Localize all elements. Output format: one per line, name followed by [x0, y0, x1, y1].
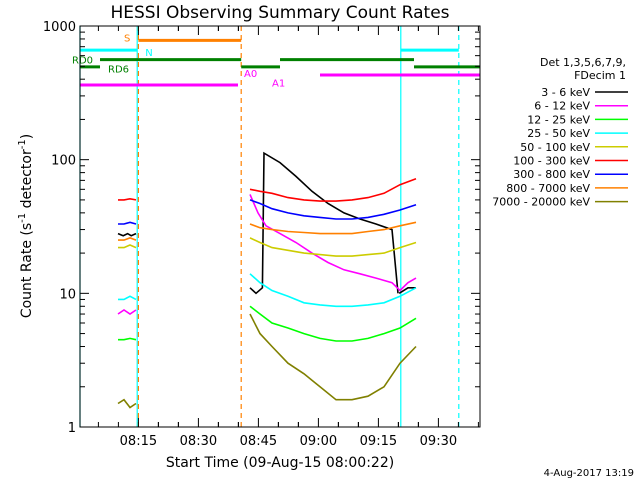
legend-header-2: FDecim 1 — [574, 69, 626, 82]
series-line-3-1 — [249, 273, 417, 308]
flag-label-rd0: RD0 — [72, 56, 93, 67]
series-line-4-1 — [249, 237, 417, 257]
x-tick-label-5: 09:30 — [420, 434, 457, 449]
y-axis-label: Count Rate (s-1 detector-1) — [17, 134, 35, 318]
series-line-8-1 — [249, 313, 417, 401]
series-line-8-0 — [117, 398, 137, 409]
y-tick-label-0: 1 — [68, 421, 76, 436]
flag-label-a0: A0 — [244, 69, 257, 80]
series-line-1-1 — [249, 194, 417, 292]
flag-label-s: S — [124, 34, 130, 45]
series-line-7-0 — [118, 237, 137, 241]
series-line-5-1 — [249, 177, 417, 202]
series-line-4-0 — [118, 244, 137, 249]
y-label-sup1: -1 — [17, 213, 28, 223]
y-tick-label-3: 1000 — [43, 20, 76, 35]
series-line-0-0 — [117, 232, 137, 237]
legend-label-2: 12 - 25 keV — [527, 113, 590, 126]
series-line-7-1 — [249, 221, 417, 235]
x-tick-label-4: 09:15 — [360, 434, 397, 449]
series-line-0-2 — [398, 286, 416, 294]
legend-label-3: 25 - 50 keV — [527, 127, 590, 140]
footer-date: 4-Aug-2017 13:19 — [544, 468, 634, 479]
chart-title: HESSI Observing Summary Count Rates — [110, 3, 449, 23]
flag-label-a1: A1 — [272, 78, 285, 89]
series-line-2-0 — [118, 337, 137, 341]
legend-header-1: Det 1,3,5,6,7,9, — [540, 56, 626, 69]
series-line-2-1 — [249, 305, 417, 342]
x-axis: 08:15 08:30 08:45 09:00 09:15 09:30 — [97, 26, 479, 449]
flag-label-n: N — [145, 48, 152, 59]
series-line-1-0 — [117, 309, 137, 315]
y-label-mid: detector — [19, 149, 35, 213]
series-lines — [117, 151, 417, 409]
x-tick-label-2: 08:45 — [240, 434, 277, 449]
series-line-0-1 — [249, 151, 399, 295]
legend-label-5: 100 - 300 keV — [513, 155, 590, 168]
x-tick-label-3: 09:00 — [300, 434, 337, 449]
series-line-3-0 — [118, 295, 137, 301]
legend-label-6: 300 - 800 keV — [513, 168, 590, 181]
y-axis: 1 10 100 1000 — [43, 20, 480, 436]
legend-label-0: 3 - 6 keV — [541, 86, 590, 99]
legend-label-4: 50 - 100 keV — [520, 141, 590, 154]
x-axis-label: Start Time (09-Aug-15 08:00:22) — [166, 455, 394, 471]
legend-label-7: 800 - 7000 keV — [506, 182, 590, 195]
y-label-sup2: -1 — [17, 139, 28, 149]
y-label-main: Count Rate (s — [19, 223, 35, 318]
series-line-5-0 — [118, 197, 137, 201]
legend-label-1: 6 - 12 keV — [534, 100, 590, 113]
y-tick-label-2: 100 — [51, 154, 76, 169]
flag-label-rd6: RD6 — [108, 65, 129, 76]
y-label-end: ) — [19, 134, 35, 139]
series-line-6-0 — [118, 221, 137, 225]
x-tick-label-0: 08:15 — [120, 434, 157, 449]
series-line-6-1 — [249, 199, 417, 220]
plot-frame — [79, 25, 481, 428]
state-flags: S N RD0 RD6 A0 A1 — [72, 34, 480, 89]
legend-label-8: 7000 - 20000 keV — [492, 196, 590, 209]
x-tick-label-1: 08:30 — [180, 434, 217, 449]
y-tick-label-1: 10 — [59, 287, 76, 302]
